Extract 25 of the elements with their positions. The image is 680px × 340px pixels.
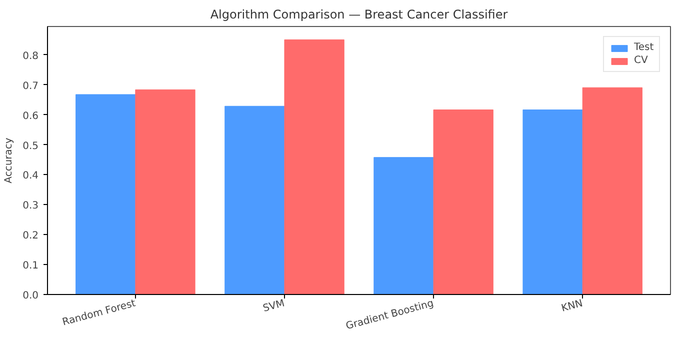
y-tick-label: 0.3 xyxy=(22,200,39,212)
chart-title: Algorithm Comparison — Breast Cancer Classifier xyxy=(210,8,508,22)
bar xyxy=(582,87,642,294)
x-tick-label: KNN xyxy=(560,298,584,314)
y-tick-label: 0.4 xyxy=(22,170,39,182)
y-tick-label: 0.2 xyxy=(22,230,39,242)
bar xyxy=(224,106,285,294)
bar xyxy=(76,94,136,294)
y-tick-label: 0.7 xyxy=(22,80,39,92)
bar xyxy=(433,109,494,294)
x-tick-label: Gradient Boosting xyxy=(344,298,435,332)
x-tick-label: SVM xyxy=(262,298,286,314)
y-tick-label: 0.5 xyxy=(22,140,39,152)
x-tick-label: Random Forest xyxy=(61,298,137,328)
y-tick-label: 0.6 xyxy=(22,110,39,122)
y-tick-label: 0.8 xyxy=(22,50,39,62)
legend-label: Test xyxy=(634,42,654,53)
bar xyxy=(135,89,196,294)
y-axis-title: Accuracy xyxy=(4,138,15,184)
legend-label: CV xyxy=(634,55,649,66)
y-tick-label: 0.0 xyxy=(22,290,39,302)
bar xyxy=(284,39,344,294)
y-tick-label: 0.1 xyxy=(22,260,39,272)
bar xyxy=(522,109,583,294)
bar xyxy=(374,157,434,294)
